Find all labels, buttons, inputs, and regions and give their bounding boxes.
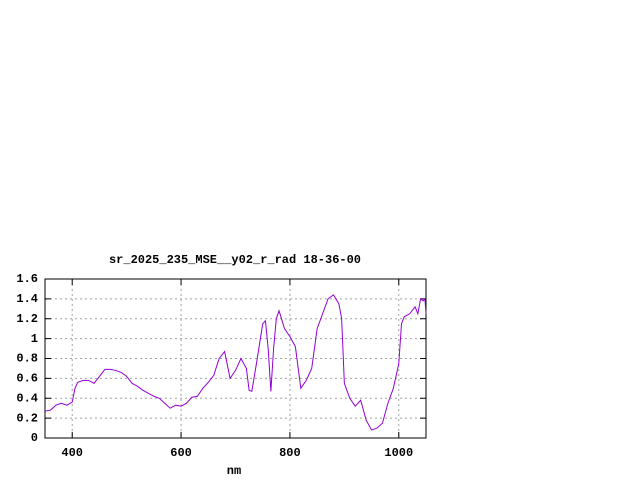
y-tick-label: 0.8 xyxy=(16,352,38,366)
y-tick-label: 1.6 xyxy=(16,272,38,286)
y-tick-label: 1 xyxy=(31,332,38,346)
x-tick-label: 800 xyxy=(279,446,301,460)
data-line xyxy=(44,294,427,431)
y-tick-label: 0.2 xyxy=(16,411,38,425)
plot-border xyxy=(44,278,427,439)
x-tick-label: 1000 xyxy=(384,446,413,460)
x-axis-label: nm xyxy=(227,464,241,478)
x-tick-label: 400 xyxy=(61,446,83,460)
y-tick-label: 1.2 xyxy=(16,312,38,326)
x-tick-label: 600 xyxy=(170,446,192,460)
y-tick-label: 0.6 xyxy=(16,372,38,386)
y-tick-label: 0.4 xyxy=(16,391,38,405)
y-tick-label: 1.4 xyxy=(16,292,38,306)
y-tick-label: 0 xyxy=(31,431,38,445)
chart-title: sr_2025_235_MSE__y02_r_rad 18-36-00 xyxy=(109,253,361,267)
